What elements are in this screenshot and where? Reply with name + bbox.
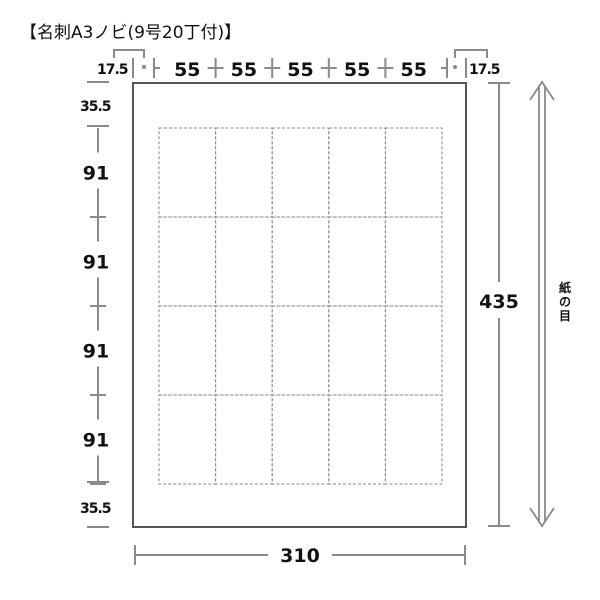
column-width-label: 55 — [400, 59, 426, 81]
row-dimensions: 91 91 91 91 — [83, 81, 109, 528]
margin-dot — [453, 65, 457, 69]
column-width-label: 55 — [231, 59, 257, 81]
column-divider-tick — [320, 58, 337, 78]
column-width-label: 55 — [344, 59, 370, 81]
card-slot — [384, 394, 443, 485]
grain-label-1: 紙 — [559, 280, 571, 295]
grain-direction-arrow — [529, 80, 555, 528]
top-right-margin-label: 17.5 — [469, 62, 500, 78]
row-height-label: 91 — [83, 341, 109, 363]
margin-brackets — [113, 49, 488, 78]
bottom-margin-label: 35.5 — [80, 501, 111, 517]
card-slot — [384, 305, 443, 396]
row-dimension-line — [90, 395, 106, 485]
card-slot — [384, 127, 443, 218]
row-height-label: 91 — [83, 252, 109, 274]
grain-label-3: 目 — [559, 309, 571, 323]
top-margin-label: 35.5 — [80, 99, 111, 115]
column-width-label: 55 — [174, 59, 200, 81]
sheet-outline — [132, 82, 467, 528]
height-dimension-line — [488, 82, 510, 527]
row-height-label: 91 — [83, 430, 109, 452]
row-height-label: 91 — [83, 163, 109, 185]
margin-tick — [87, 81, 109, 127]
width-label: 310 — [280, 545, 320, 567]
column-divider-tick — [377, 58, 394, 78]
diagram-title: 【名刺A3ノビ(9号20丁付)】 — [20, 23, 241, 43]
margin-dot — [142, 65, 146, 69]
top-left-margin-label: 17.5 — [97, 62, 128, 78]
card-slot — [384, 216, 443, 307]
card-grid — [158, 127, 443, 485]
width-dimension-line — [134, 545, 466, 565]
column-width-label: 55 — [287, 59, 313, 81]
column-dimensions: 55 55 55 55 55 — [174, 58, 427, 81]
grain-label-2: の — [559, 295, 571, 309]
column-divider-tick — [207, 58, 224, 78]
column-divider-tick — [264, 58, 281, 78]
height-label: 435 — [479, 291, 519, 313]
